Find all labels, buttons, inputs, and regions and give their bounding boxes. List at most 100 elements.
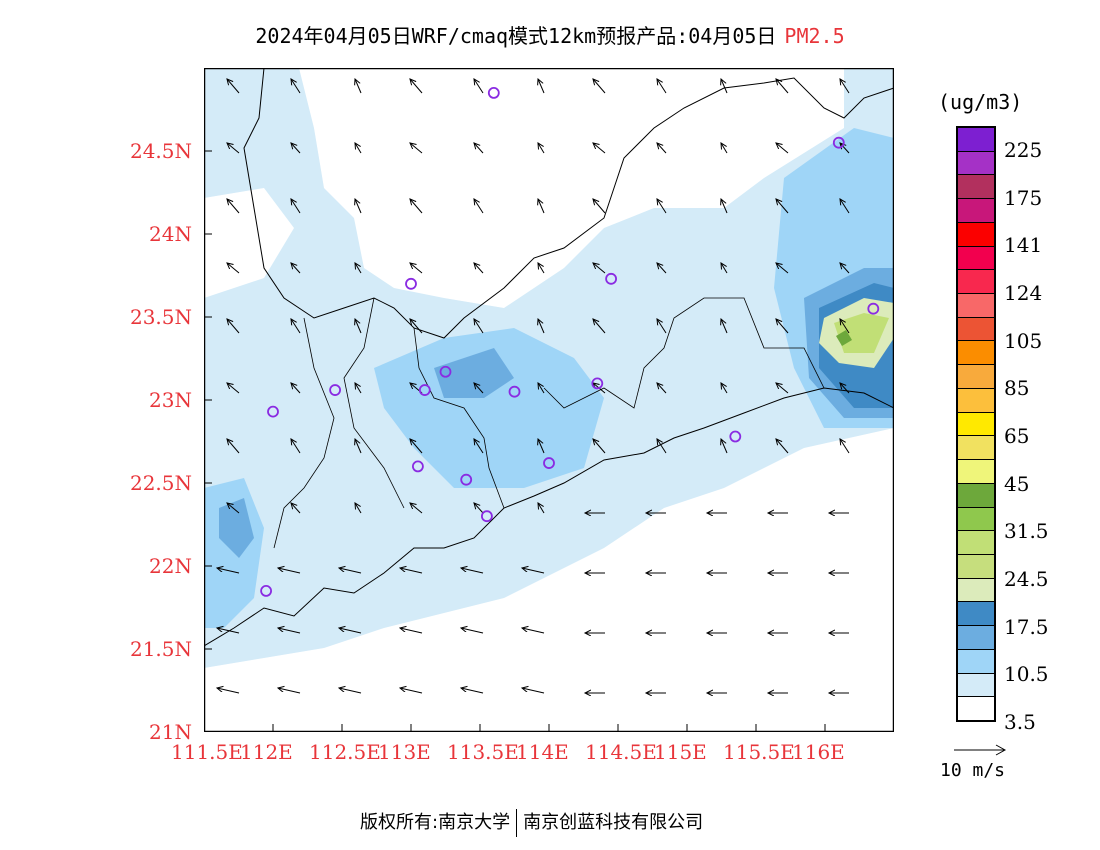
wind-arrow (410, 503, 423, 514)
colorbar-segment (958, 128, 994, 152)
colorbar-segment (958, 246, 994, 271)
wind-arrow (474, 439, 484, 454)
colorbar-label: 3.5 (1004, 710, 1036, 734)
colorbar-segment (958, 412, 994, 437)
wind-arrow (840, 439, 850, 454)
wind-arrow (593, 199, 606, 214)
colorbar-label: 124 (1004, 280, 1043, 305)
wind-arrow (776, 143, 789, 154)
wind-arrow (776, 439, 789, 454)
wind-arrow (474, 79, 484, 94)
latitude-label: 23.5N (129, 305, 192, 329)
longitude-label: 115E (654, 740, 707, 764)
wind-arrow (227, 439, 240, 454)
wind-arrow (227, 199, 240, 214)
colorbar-segment (958, 460, 994, 484)
wind-arrow (291, 319, 301, 334)
wind-arrow (217, 568, 240, 574)
pm25-map (204, 68, 894, 732)
wind-arrow (410, 79, 423, 94)
wind-arrow (227, 143, 240, 154)
station-marker (418, 384, 431, 396)
colorbar-segment (958, 151, 994, 176)
wind-arrow (593, 79, 606, 94)
latitude-label: 24.5N (129, 139, 192, 163)
wind-arrow (538, 439, 545, 454)
map-title: 2024年04月05日WRF/cmaq模式12km预报产品:04月05日 PM2.… (0, 20, 1100, 49)
wind-arrow (291, 503, 301, 514)
pm25-hotspot-middle (834, 313, 889, 353)
latitude-label: 22.5N (129, 471, 192, 495)
station-marker (729, 430, 742, 443)
station-marker (867, 302, 880, 315)
copyright-footer: 版权所有:南京大学 南京创蓝科技有限公司 (360, 808, 703, 837)
wind-arrow (538, 503, 545, 514)
wind-arrow (840, 383, 850, 394)
station-marker (832, 136, 845, 149)
colorbar-segment (958, 175, 994, 200)
footer-company: 南京创蓝科技有限公司 (523, 812, 704, 833)
wind-arrow (538, 383, 545, 394)
wind-arrow (593, 439, 606, 454)
wind-arrow (522, 568, 545, 574)
wind-arrow (291, 79, 301, 94)
colorbar-segment (958, 365, 994, 389)
wind-arrow (840, 199, 850, 214)
pm25-elevated-zone-sw (219, 498, 254, 558)
longitude-label: 116E (792, 740, 845, 764)
wind-arrow (776, 263, 789, 274)
station-marker (411, 460, 424, 473)
station-marker (480, 510, 493, 523)
wind-arrow (355, 439, 362, 454)
colorbar-segment (958, 436, 994, 461)
wind-arrow (474, 263, 484, 274)
colorbar-segment (958, 507, 994, 532)
wind-arrow (217, 628, 240, 634)
pm25-elevated-zone (434, 348, 514, 398)
station-marker (487, 86, 500, 99)
wind-arrow (227, 503, 240, 514)
wind-arrow (538, 143, 545, 154)
station-marker (329, 384, 342, 396)
colorbar-segment (958, 341, 994, 366)
colorbar-segment (958, 199, 994, 223)
wind-arrow (400, 628, 423, 634)
wind-arrow (474, 503, 484, 514)
city-border (273, 297, 825, 549)
wind-arrow (410, 263, 423, 274)
wind-arrow (721, 79, 728, 94)
colorbar-segment (958, 673, 994, 698)
wind-arrow (657, 383, 667, 394)
latitude-label: 24N (149, 222, 192, 246)
wind-arrow (339, 628, 362, 634)
wind-vectors (217, 79, 850, 694)
pm25-clean-zone-north (299, 68, 844, 308)
pm25-moderate-zone (374, 328, 604, 488)
wind-arrow (840, 319, 850, 334)
wind-reference-arrow (954, 744, 1007, 756)
wind-arrow (721, 439, 728, 454)
wind-arrow (657, 263, 667, 274)
colorbar-label: 45 (1004, 471, 1030, 496)
wind-arrow (840, 263, 850, 274)
wind-arrow (278, 628, 301, 634)
longitude-label: 114.5E (585, 740, 657, 764)
colorbar-label: 10.5 (1004, 662, 1049, 687)
wind-arrow (355, 503, 362, 514)
longitude-label: 113.5E (447, 740, 519, 764)
wind-arrow (355, 383, 362, 394)
wind-arrow (400, 568, 423, 574)
wind-arrow (721, 263, 728, 274)
wind-arrow (721, 143, 728, 154)
wind-arrow (291, 143, 301, 154)
wind-arrow (593, 263, 606, 274)
wind-arrow (474, 199, 484, 214)
station-marker (508, 385, 521, 398)
wind-arrow (278, 688, 301, 694)
longitude-label: 112E (240, 740, 293, 764)
wind-arrow (721, 319, 728, 334)
station-marker (439, 365, 452, 378)
wind-arrow (410, 319, 423, 334)
wind-arrow (522, 628, 545, 634)
wind-arrow (840, 143, 850, 154)
